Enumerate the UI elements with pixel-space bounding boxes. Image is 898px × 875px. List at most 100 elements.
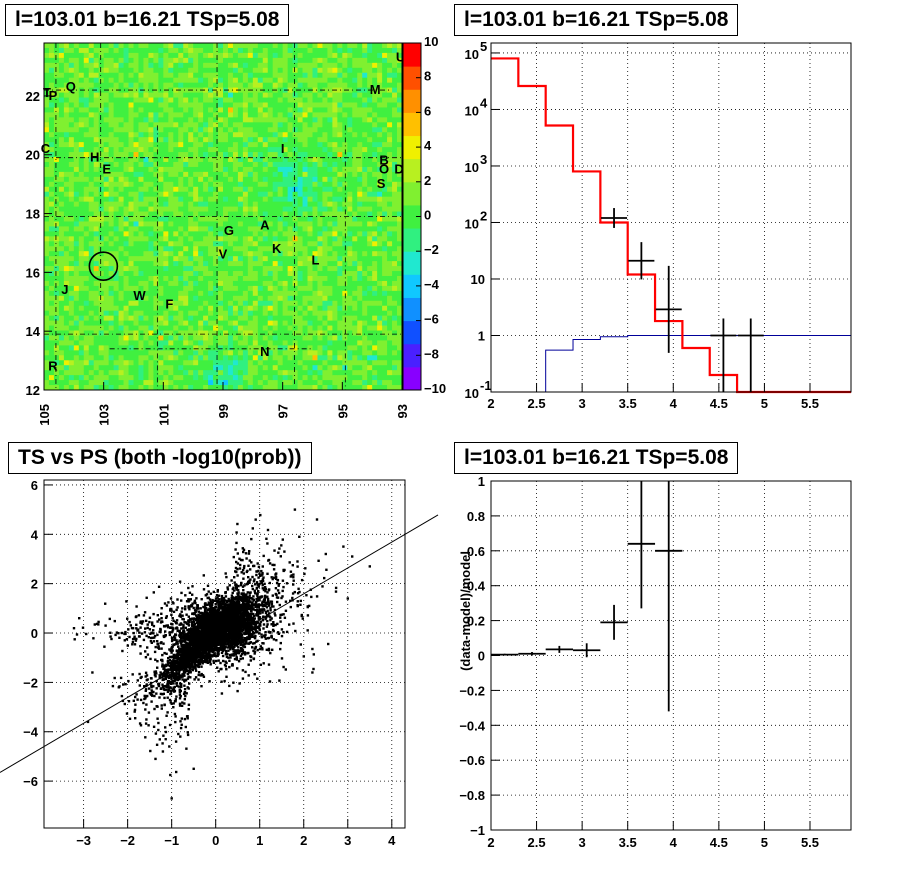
x-tick-label: 3 bbox=[579, 396, 586, 411]
x-tick-label: 4.5 bbox=[710, 396, 728, 411]
heatmap-cells bbox=[44, 43, 403, 391]
fit-line bbox=[0, 514, 439, 773]
x-tick-label: 2.5 bbox=[528, 396, 546, 411]
x-tick-label: 2.5 bbox=[528, 835, 546, 850]
tl-title: l=103.01 b=16.21 TSp=5.08 bbox=[5, 4, 290, 36]
colorbar-tick-label: 2 bbox=[424, 173, 431, 188]
source-label-P: P bbox=[49, 88, 58, 103]
y-tick-label: 22 bbox=[26, 89, 40, 104]
y-tick-exponent: 5 bbox=[480, 39, 487, 54]
y-tick-label: 10 bbox=[471, 272, 485, 287]
y-tick-label: 10 bbox=[465, 103, 479, 118]
source-label-J: J bbox=[61, 282, 68, 297]
x-tick-label: 5.5 bbox=[801, 396, 819, 411]
x-tick-label: 3 bbox=[579, 835, 586, 850]
y-tick-label: −6 bbox=[23, 774, 38, 789]
y-axis-label: (data-model)/model bbox=[458, 551, 473, 671]
colorbar-tick-label: −10 bbox=[424, 381, 446, 396]
x-tick-label: 4 bbox=[670, 835, 678, 850]
br-title: l=103.01 b=16.21 TSp=5.08 bbox=[454, 442, 739, 474]
y-tick-label: 6 bbox=[31, 478, 38, 493]
scatter-frame bbox=[43, 479, 406, 829]
source-label-U: U bbox=[396, 50, 405, 65]
y-tick-label: 1 bbox=[478, 474, 485, 489]
y-tick-label: 10 bbox=[465, 160, 479, 175]
colorbar-tick-label: −2 bbox=[424, 242, 439, 257]
colorbar-tick-label: 8 bbox=[424, 69, 431, 84]
x-tick-label: 2 bbox=[487, 396, 494, 411]
model-total-line bbox=[491, 57, 851, 394]
source-label-M: M bbox=[370, 82, 381, 97]
y-tick-label: −0.6 bbox=[459, 753, 485, 768]
x-tick-label: 3.5 bbox=[619, 396, 637, 411]
colorbar-tick-label: 10 bbox=[424, 34, 438, 49]
y-tick-label: 16 bbox=[26, 265, 40, 280]
source-label-T: T bbox=[43, 85, 51, 100]
source-label-L: L bbox=[312, 253, 320, 268]
x-tick-label: 4 bbox=[670, 396, 678, 411]
x-tick-label: 95 bbox=[335, 404, 350, 418]
histogram-frame bbox=[490, 42, 852, 393]
y-tick-exponent: 3 bbox=[480, 152, 487, 167]
source-label-S: S bbox=[377, 176, 386, 191]
y-tick-label: 4 bbox=[31, 527, 39, 542]
y-tick-label: −1 bbox=[470, 823, 485, 838]
x-tick-label: 4 bbox=[388, 833, 396, 848]
source-label-K: K bbox=[272, 241, 282, 256]
x-tick-label: 105 bbox=[37, 404, 52, 426]
y-tick-label: −4 bbox=[23, 725, 39, 740]
y-tick-label: 20 bbox=[26, 148, 40, 163]
source-label-F: F bbox=[165, 297, 173, 312]
source-label-H: H bbox=[90, 150, 99, 165]
y-tick-label: 0 bbox=[31, 626, 38, 641]
y-tick-label: 14 bbox=[26, 324, 41, 339]
source-label-B: B bbox=[379, 153, 388, 168]
y-tick-label: 0.4 bbox=[467, 579, 486, 594]
x-tick-label: 99 bbox=[216, 404, 231, 418]
y-tick-exponent: -1 bbox=[480, 378, 492, 393]
source-label-D: D bbox=[394, 161, 403, 176]
y-tick-label: 1 bbox=[478, 328, 485, 343]
source-label-C: C bbox=[41, 141, 51, 156]
source-label-O: O bbox=[379, 161, 389, 176]
source-label-W: W bbox=[133, 288, 146, 303]
source-label-G: G bbox=[224, 223, 234, 238]
y-tick-label: −0.8 bbox=[459, 788, 485, 803]
x-tick-label: 2 bbox=[487, 835, 494, 850]
source-label-Q: Q bbox=[66, 79, 76, 94]
model-background-line bbox=[491, 334, 851, 393]
x-tick-label: 93 bbox=[395, 404, 410, 418]
colorbar-tick-label: −4 bbox=[424, 277, 440, 292]
y-tick-exponent: 4 bbox=[480, 95, 488, 110]
bl-title: TS vs PS (both -log10(prob)) bbox=[8, 442, 312, 474]
y-tick-label: 0 bbox=[478, 649, 485, 664]
tr-title: l=103.01 b=16.21 TSp=5.08 bbox=[454, 4, 739, 36]
source-label-E: E bbox=[102, 161, 111, 176]
y-tick-label: 0.2 bbox=[467, 614, 485, 629]
x-tick-label: 4.5 bbox=[710, 835, 728, 850]
x-tick-label: 0 bbox=[212, 833, 219, 848]
source-label-R: R bbox=[48, 358, 58, 373]
y-tick-label: 18 bbox=[26, 207, 40, 222]
x-tick-label: 2 bbox=[300, 833, 307, 848]
x-tick-label: 97 bbox=[276, 404, 291, 418]
y-tick-label: 10 bbox=[465, 216, 479, 231]
colorbar-tick-label: 4 bbox=[424, 138, 432, 153]
x-tick-label: 5.5 bbox=[801, 835, 819, 850]
y-tick-label: −0.4 bbox=[459, 718, 485, 733]
scatter-points bbox=[72, 508, 371, 800]
source-label-V: V bbox=[219, 247, 228, 262]
y-tick-label: 12 bbox=[26, 383, 40, 398]
colorbar-tick-label: 6 bbox=[424, 103, 431, 118]
x-tick-label: 3.5 bbox=[619, 835, 637, 850]
x-tick-label: −1 bbox=[164, 833, 179, 848]
heatmap-boundaries bbox=[44, 43, 402, 390]
source-label-I: I bbox=[281, 141, 285, 156]
colorbar-tick-label: 0 bbox=[424, 208, 431, 223]
source-circle bbox=[88, 251, 119, 281]
x-tick-label: −3 bbox=[76, 833, 91, 848]
x-tick-label: 5 bbox=[761, 835, 768, 850]
y-tick-exponent: 2 bbox=[480, 208, 487, 223]
x-tick-label: 1 bbox=[256, 833, 263, 848]
